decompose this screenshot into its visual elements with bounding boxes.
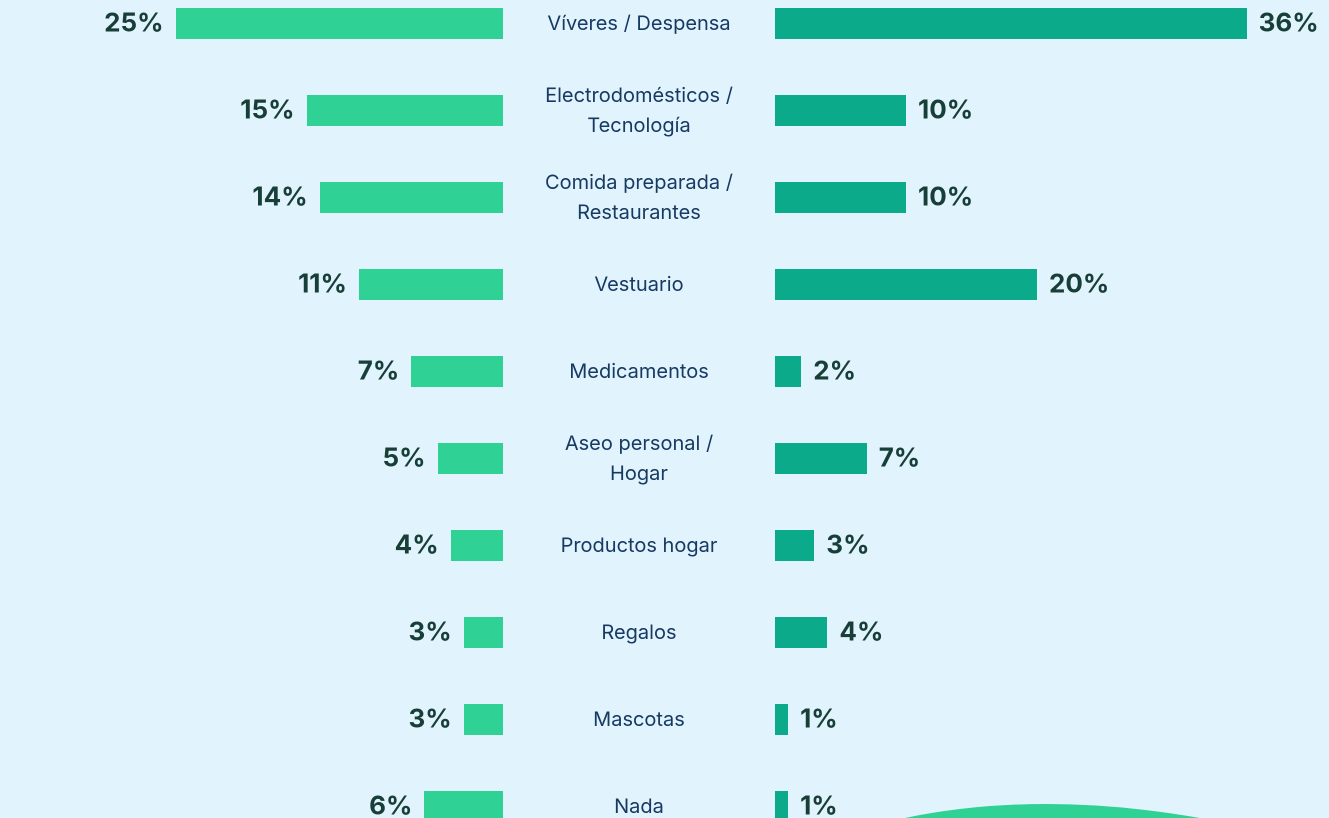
value-label: 6% — [369, 790, 413, 818]
category-label: Nada — [614, 794, 664, 818]
value-label: 11% — [298, 268, 347, 300]
bar — [775, 269, 1037, 300]
bar — [775, 95, 906, 126]
bar — [437, 443, 503, 474]
value-label: 10% — [918, 94, 974, 126]
bar — [175, 8, 503, 39]
bar — [358, 269, 503, 300]
bar — [775, 8, 1247, 39]
value-label: 36% — [1258, 7, 1319, 39]
value-label: 10% — [918, 181, 974, 213]
category-label: Mascotas — [593, 707, 685, 731]
value-label: 15% — [240, 94, 295, 126]
bar — [775, 443, 867, 474]
bar — [424, 791, 503, 818]
value-label: 1% — [800, 790, 838, 818]
category-label: Aseo personal / Hogar — [564, 431, 714, 485]
bar — [775, 617, 828, 648]
category-label: Vestuario — [594, 272, 684, 296]
category-label: Víveres / Despensa — [547, 11, 731, 35]
bar — [775, 530, 815, 561]
bar — [411, 356, 503, 387]
category-label: Regalos — [601, 620, 677, 644]
bar — [306, 95, 503, 126]
bar — [463, 704, 503, 735]
value-label: 4% — [394, 529, 439, 561]
category-label: Productos hogar — [560, 533, 718, 557]
value-label: 7% — [878, 442, 921, 474]
value-label: 3% — [408, 703, 452, 735]
bar — [775, 356, 802, 387]
category-label: Medicamentos — [569, 359, 709, 383]
bar — [775, 791, 789, 818]
bar — [463, 617, 503, 648]
value-label: 3% — [826, 529, 870, 561]
value-label: 1% — [800, 703, 838, 735]
bar — [775, 704, 789, 735]
wave — [905, 804, 1200, 818]
bar — [319, 182, 503, 213]
value-label: 25% — [104, 7, 164, 39]
bar — [775, 182, 906, 213]
value-label: 5% — [382, 442, 426, 474]
value-label: 14% — [252, 181, 308, 213]
value-label: 2% — [813, 355, 856, 387]
category-label: Electrodomésticos / Tecnología — [545, 83, 733, 137]
value-label: 20% — [1049, 268, 1110, 300]
category-label: Comida preparada / Restaurantes — [545, 170, 733, 224]
value-label: 4% — [839, 616, 884, 648]
value-label: 3% — [408, 616, 452, 648]
value-label: 7% — [357, 355, 400, 387]
bar — [450, 530, 503, 561]
